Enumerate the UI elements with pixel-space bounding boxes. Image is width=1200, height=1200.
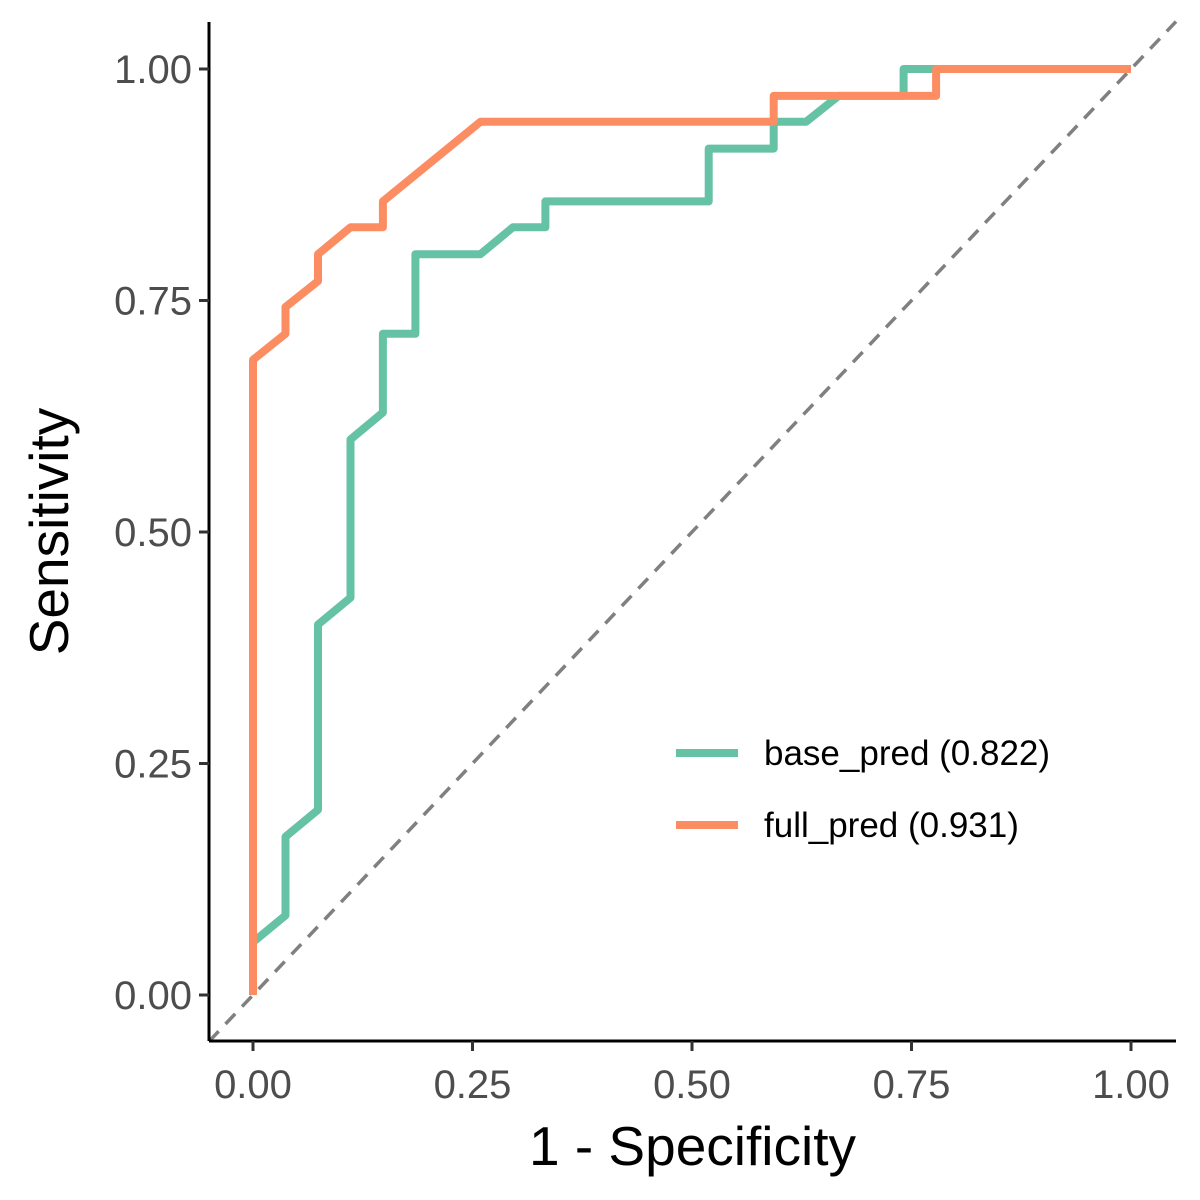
y-tick-label: 0.50 [114, 511, 192, 555]
reference-layer [207, 20, 1178, 1043]
reference-diagonal-line [207, 20, 1178, 1043]
series-line-1 [249, 65, 1131, 995]
legend: base_pred (0.822) full_pred (0.931) [676, 734, 1050, 845]
x-tick-label: 0.25 [434, 1063, 512, 1107]
series-layer [249, 65, 1131, 995]
y-tick-label: 0.25 [114, 743, 192, 787]
y-tick-label: 1.00 [114, 48, 192, 92]
plot-area [207, 20, 1178, 1043]
x-tick-label: 0.50 [653, 1063, 731, 1107]
y-tick-label: 0.00 [114, 974, 192, 1018]
axes: 0.00 0.25 0.50 0.75 1.00 0.00 0.25 0.50 0.75 1.0… [114, 22, 1176, 1107]
legend-label-1: full_pred (0.931) [764, 806, 1019, 845]
y-axis-ticks: 0.00 0.25 0.50 0.75 1.00 [114, 48, 209, 1018]
x-axis-title: 1 - Specificity [529, 1115, 857, 1177]
x-tick-label: 0.75 [873, 1063, 951, 1107]
y-axis-title: Sensitivity [18, 407, 80, 655]
legend-label-0: base_pred (0.822) [764, 734, 1050, 773]
x-axis-ticks: 0.00 0.25 0.50 0.75 1.00 [214, 1041, 1170, 1107]
y-tick-label: 0.75 [114, 280, 192, 324]
x-tick-label: 1.00 [1092, 1063, 1170, 1107]
series-line-0 [249, 65, 1131, 995]
x-tick-label: 0.00 [214, 1063, 292, 1107]
